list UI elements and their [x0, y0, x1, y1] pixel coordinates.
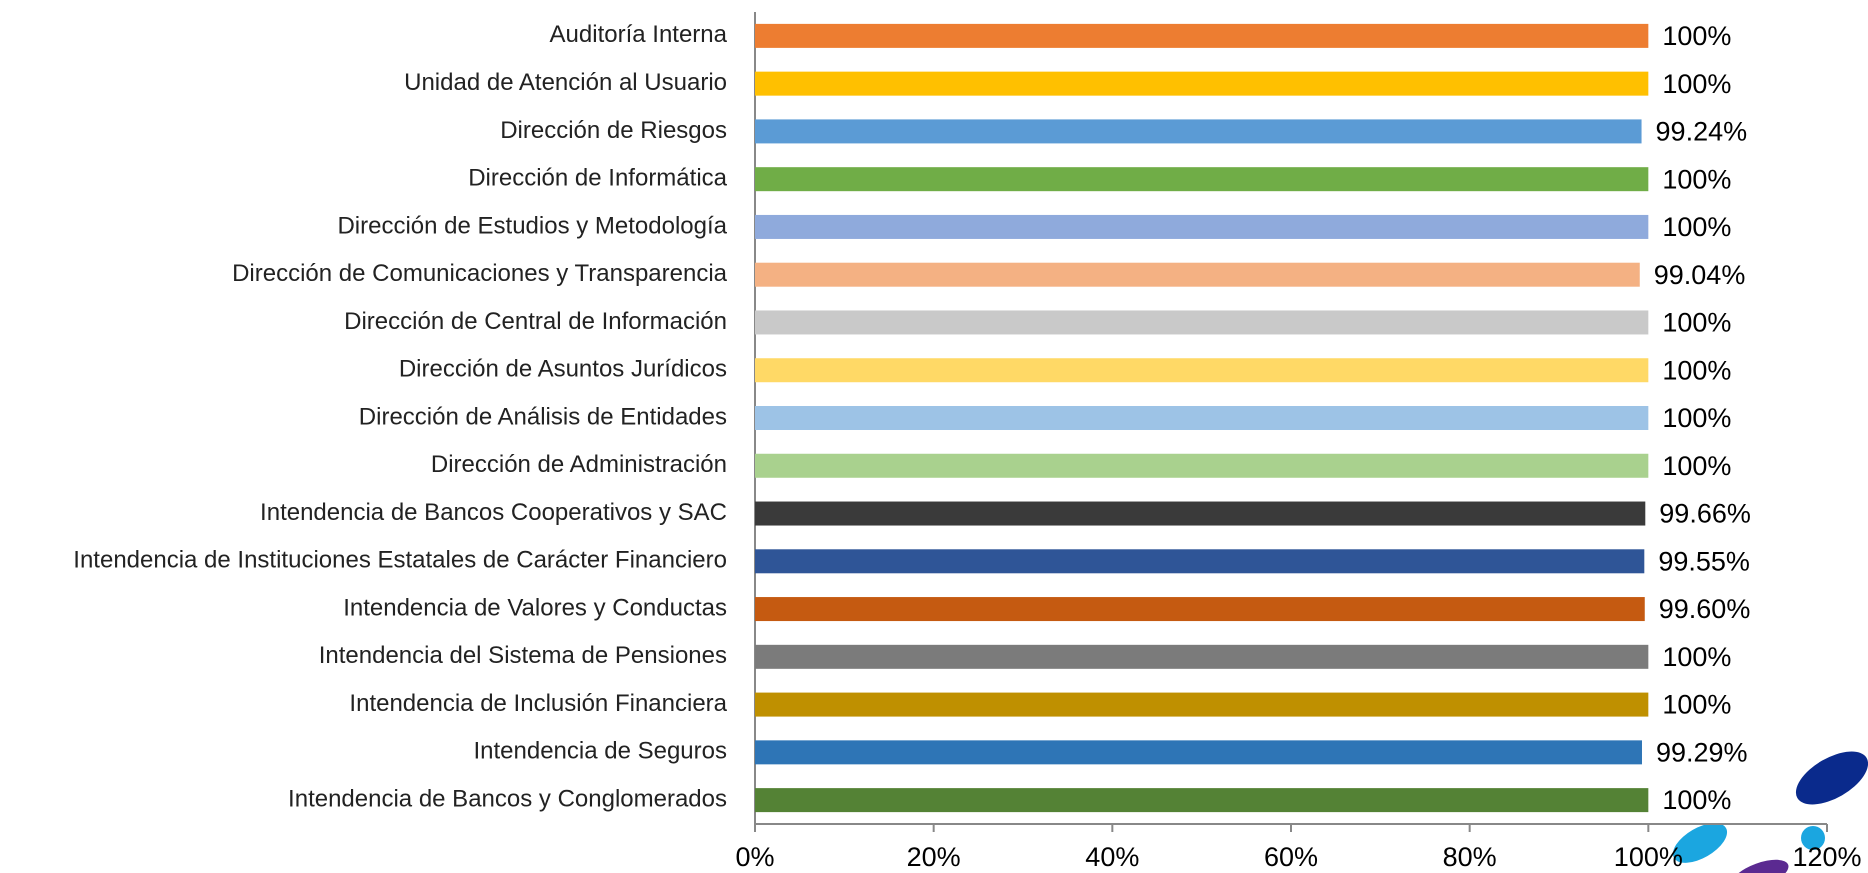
- value-label: 100%: [1662, 355, 1731, 385]
- value-label: 99.66%: [1659, 499, 1751, 529]
- bar: [755, 501, 1646, 526]
- value-label: 99.24%: [1656, 117, 1748, 147]
- x-tick-label: 80%: [1443, 842, 1497, 872]
- value-label: 100%: [1662, 642, 1731, 672]
- bar: [755, 597, 1645, 622]
- bar: [755, 71, 1649, 96]
- x-tick-label: 40%: [1085, 842, 1139, 872]
- bar: [755, 262, 1640, 287]
- y-tick-label: Dirección de Informática: [468, 165, 727, 192]
- bar: [755, 23, 1649, 48]
- y-tick-label: Intendencia de Seguros: [473, 738, 727, 765]
- x-tick-label: 100%: [1614, 842, 1683, 872]
- bar: [755, 740, 1642, 765]
- bar: [755, 644, 1649, 669]
- y-tick-label: Dirección de Central de Información: [344, 308, 727, 335]
- bar: [755, 167, 1649, 192]
- y-tick-label: Auditoría Interna: [550, 21, 728, 48]
- value-label: 99.55%: [1658, 546, 1750, 576]
- value-label: 100%: [1662, 785, 1731, 815]
- x-tick-label: 20%: [907, 842, 961, 872]
- bar: [755, 310, 1649, 335]
- y-tick-label: Dirección de Estudios y Metodología: [337, 212, 727, 239]
- x-tick-label: 60%: [1264, 842, 1318, 872]
- bar: [755, 358, 1649, 383]
- y-tick-label: Dirección de Asuntos Jurídicos: [399, 356, 727, 383]
- value-label: 100%: [1662, 69, 1731, 99]
- y-tick-label: Intendencia de Valores y Conductas: [343, 594, 727, 621]
- y-tick-label: Unidad de Atención al Usuario: [404, 69, 727, 96]
- y-tick-label: Intendencia del Sistema de Pensiones: [319, 642, 727, 669]
- value-label: 100%: [1662, 451, 1731, 481]
- y-tick-label: Dirección de Análisis de Entidades: [359, 403, 727, 430]
- bar: [755, 119, 1642, 144]
- bar: [755, 692, 1649, 717]
- bar: [755, 214, 1649, 239]
- bar: [755, 406, 1649, 430]
- value-label: 99.29%: [1656, 737, 1748, 767]
- value-label: 100%: [1662, 164, 1731, 194]
- bar: [755, 788, 1649, 813]
- x-tick-label: 120%: [1792, 842, 1861, 872]
- value-label: 100%: [1662, 690, 1731, 720]
- value-label: 99.04%: [1654, 260, 1746, 290]
- x-tick-label: 0%: [735, 842, 774, 872]
- y-tick-label: Dirección de Riesgos: [500, 117, 727, 144]
- value-label: 100%: [1662, 21, 1731, 51]
- value-label: 100%: [1662, 403, 1731, 433]
- bar: [755, 549, 1645, 574]
- value-label: 100%: [1662, 308, 1731, 338]
- logo: [1672, 751, 1868, 873]
- y-tick-label: Intendencia de Bancos Cooperativos y SAC: [260, 499, 727, 526]
- y-tick-label: Intendencia de Bancos y Conglomerados: [288, 785, 727, 812]
- y-tick-label: Dirección de Administración: [431, 451, 727, 478]
- y-tick-label: Intendencia de Instituciones Estatales d…: [73, 547, 727, 574]
- y-tick-label: Intendencia de Inclusión Financiera: [349, 690, 727, 717]
- y-tick-label: Dirección de Comunicaciones y Transparen…: [232, 260, 728, 287]
- bar: [755, 453, 1649, 478]
- value-label: 100%: [1662, 212, 1731, 242]
- value-label: 99.60%: [1659, 594, 1751, 624]
